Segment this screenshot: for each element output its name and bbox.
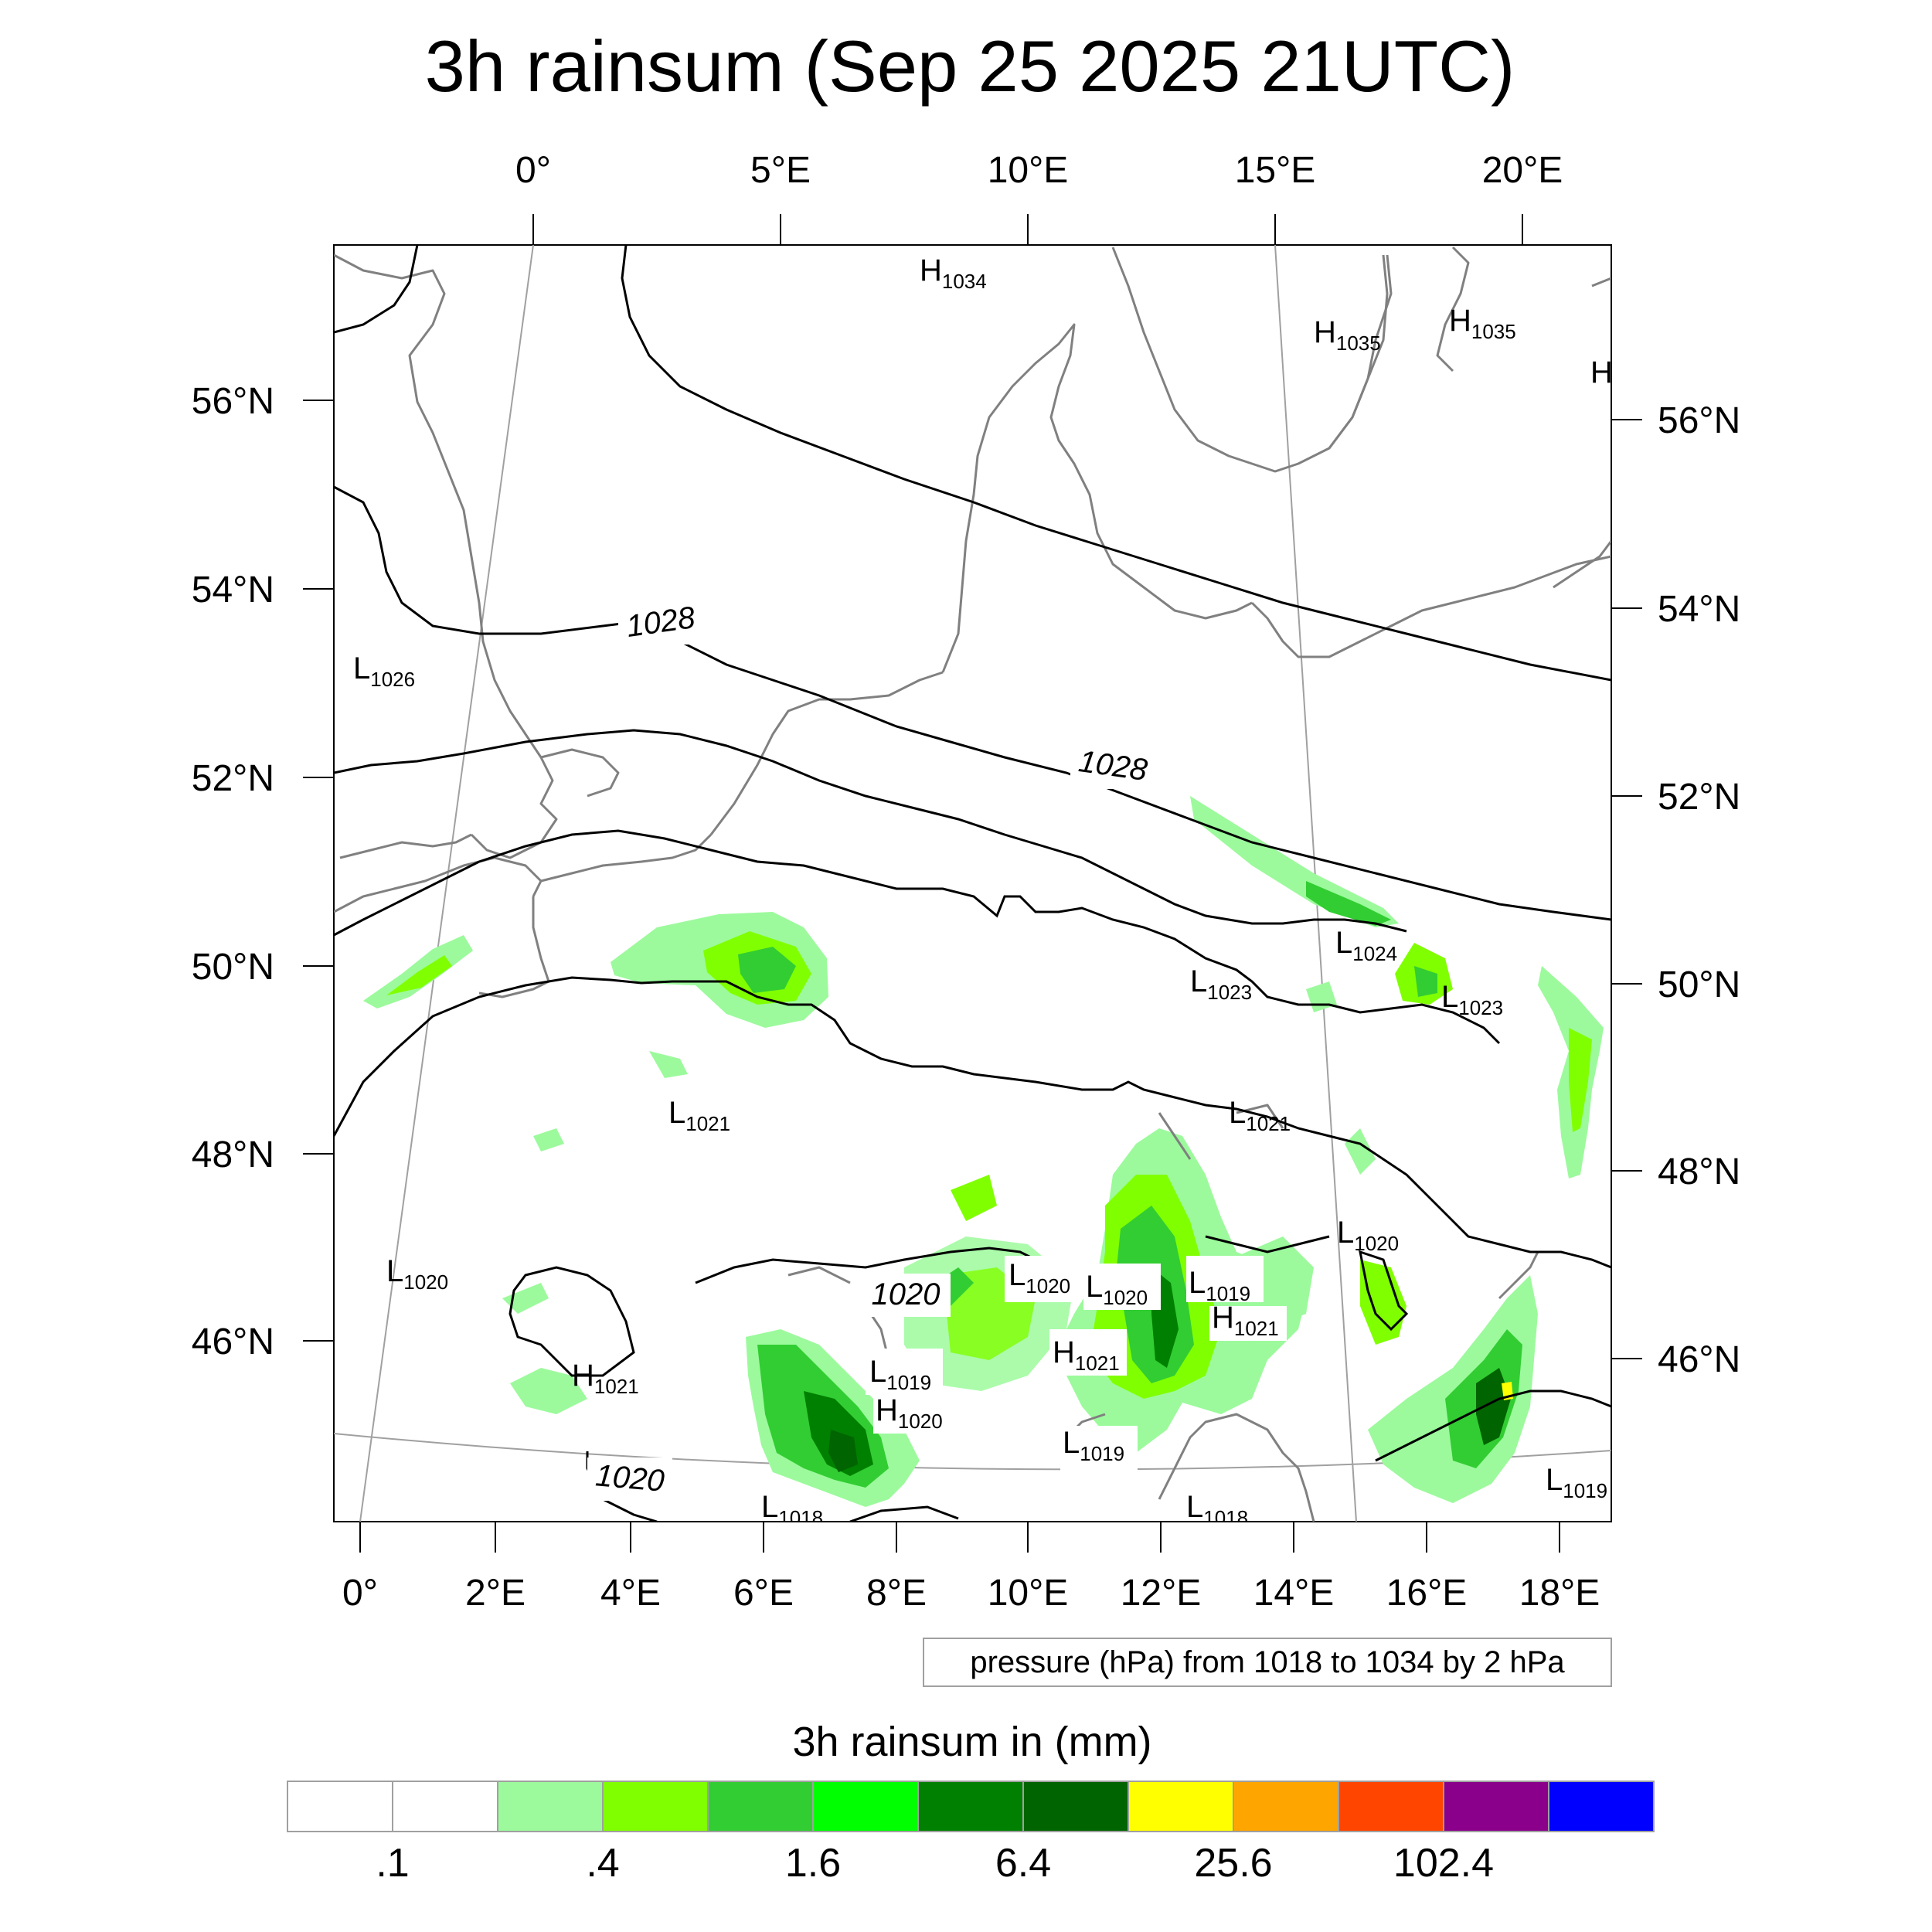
tick-label: 0° <box>342 1573 378 1614</box>
tick-label: 14°E <box>1253 1573 1335 1614</box>
colorbar-swatch <box>1022 1781 1129 1832</box>
low-pressure-label: L1018 <box>1186 1490 1248 1529</box>
low-pressure-label: L1019 <box>1189 1266 1250 1305</box>
high-pressure-label: H1035 <box>1449 304 1516 343</box>
colorbar-label: .1 <box>376 1841 409 1886</box>
low-pressure-label: L1026 <box>353 651 415 691</box>
colorbar-swatch <box>602 1781 709 1832</box>
colorbar-swatch <box>287 1781 393 1832</box>
high-pressure-label: H1035 <box>1314 315 1381 355</box>
colorbar-swatch <box>917 1781 1024 1832</box>
tick-label: 54°N <box>192 570 274 611</box>
rain-area-poland <box>1190 796 1453 1005</box>
low-pressure-label: L1020 <box>1009 1258 1070 1298</box>
top-longitude-labels: 0° 5°E 10°E 15°E 20°E <box>515 150 1563 191</box>
low-pressure-label: L1021 <box>668 1096 730 1135</box>
contour-label: 1020 <box>594 1458 665 1498</box>
high-pressure-label: H <box>1590 355 1613 389</box>
tick-label: 56°N <box>192 381 274 422</box>
tick-label: 4°E <box>600 1573 661 1614</box>
low-pressure-label: L1019 <box>1546 1463 1607 1502</box>
pressure-note-box <box>923 1638 1612 1687</box>
tick-label: 10°E <box>988 1573 1069 1614</box>
rain-area-channel <box>363 935 473 1009</box>
high-pressure-label: H1020 <box>876 1393 943 1433</box>
tick-label: 18°E <box>1519 1573 1600 1614</box>
colorbar-label: 1.6 <box>785 1841 841 1886</box>
low-pressure-label: L1020 <box>1086 1270 1148 1309</box>
tick-label: 0° <box>515 150 551 191</box>
colorbar-swatch <box>497 1781 604 1832</box>
tick-label: 56°N <box>1658 400 1740 441</box>
high-pressure-label: H1021 <box>1212 1301 1279 1340</box>
tick-label: 6°E <box>733 1573 794 1614</box>
colorbar <box>287 1781 1655 1832</box>
rain-area-belgium <box>611 912 828 1028</box>
colorbar-label: .4 <box>586 1841 619 1886</box>
colorbar-label: 6.4 <box>995 1841 1051 1886</box>
tick-label: 50°N <box>1658 964 1740 1005</box>
low-pressure-label: L1020 <box>1337 1216 1399 1255</box>
tick-label: 12°E <box>1121 1573 1202 1614</box>
low-pressure-label: L1021 <box>1229 1096 1291 1135</box>
colorbar-swatch <box>1548 1781 1655 1832</box>
colorbar-label: 25.6 <box>1194 1841 1272 1886</box>
high-pressure-label: H1021 <box>572 1359 639 1398</box>
tick-label: 8°E <box>866 1573 927 1614</box>
right-latitude-labels: 56°N 54°N 52°N 50°N 48°N 46°N <box>1658 400 1740 1380</box>
contour-labels: 1028 1028 1020 1020 <box>587 600 1159 1501</box>
low-pressure-label: L1023 <box>1190 964 1252 1004</box>
isobars <box>334 245 1611 1522</box>
rain-area-hungary <box>1368 1275 1538 1503</box>
low-pressure-label: L1020 <box>386 1254 448 1294</box>
tick-label: 2°E <box>465 1573 526 1614</box>
tick-label: 52°N <box>1658 777 1740 818</box>
tick-label: 48°N <box>1658 1151 1740 1192</box>
low-pressure-label: L1023 <box>1441 980 1503 1019</box>
left-latitude-labels: 56°N 54°N 52°N 50°N 48°N 46°N <box>192 381 274 1362</box>
bottom-longitude-labels: 0° 2°E 4°E 6°E 8°E 10°E 12°E 14°E 16°E 1… <box>342 1573 1600 1614</box>
colorbar-swatch <box>392 1781 498 1832</box>
tick-label: 20°E <box>1482 150 1563 191</box>
pressure-note: pressure (hPa) from 1018 to 1034 by 2 hP… <box>970 1645 1565 1679</box>
colorbar-swatch <box>1443 1781 1549 1832</box>
contour-label: 1020 <box>872 1277 940 1311</box>
tick-label: 54°N <box>1658 589 1740 630</box>
colorbar-swatch <box>812 1781 919 1832</box>
tick-label: 48°N <box>192 1134 274 1175</box>
tick-label: 16°E <box>1386 1573 1468 1614</box>
high-pressure-label: H1034 <box>920 253 987 293</box>
tick-marks <box>303 214 1642 1553</box>
low-pressure-label: L1024 <box>1335 926 1397 965</box>
colorbar-swatch <box>1338 1781 1444 1832</box>
tick-label: 15°E <box>1235 150 1316 191</box>
low-pressure-label: L1019 <box>869 1355 931 1394</box>
map-title: 3h rainsum (Sep 25 2025 21UTC) <box>425 26 1515 107</box>
tick-label: 5°E <box>750 150 811 191</box>
colorbar-swatch <box>1233 1781 1339 1832</box>
colorbar-label: 102.4 <box>1393 1841 1494 1886</box>
tick-label: 50°N <box>192 947 274 988</box>
colorbar-swatch <box>1128 1781 1234 1832</box>
high-pressure-label: H1021 <box>1053 1335 1120 1375</box>
tick-label: 52°N <box>192 758 274 799</box>
colorbar-swatch <box>707 1781 814 1832</box>
low-pressure-label: L1019 <box>1063 1426 1124 1465</box>
tick-label: 46°N <box>192 1321 274 1362</box>
rain-area-alps-west <box>746 1329 920 1507</box>
low-pressure-label: L1018 <box>761 1490 823 1529</box>
tick-label: 46°N <box>1658 1339 1740 1380</box>
colorbar-title: 3h rainsum in (mm) <box>792 1719 1151 1765</box>
colorbar-labels: .1 .4 1.6 6.4 25.6 102.4 <box>376 1841 1494 1886</box>
rain-area-slovakia <box>1538 966 1604 1179</box>
tick-label: 10°E <box>988 150 1069 191</box>
pressure-centers: H1034 H1035 H1035 H L1026 L1024 L1023 L1… <box>353 253 1613 1529</box>
